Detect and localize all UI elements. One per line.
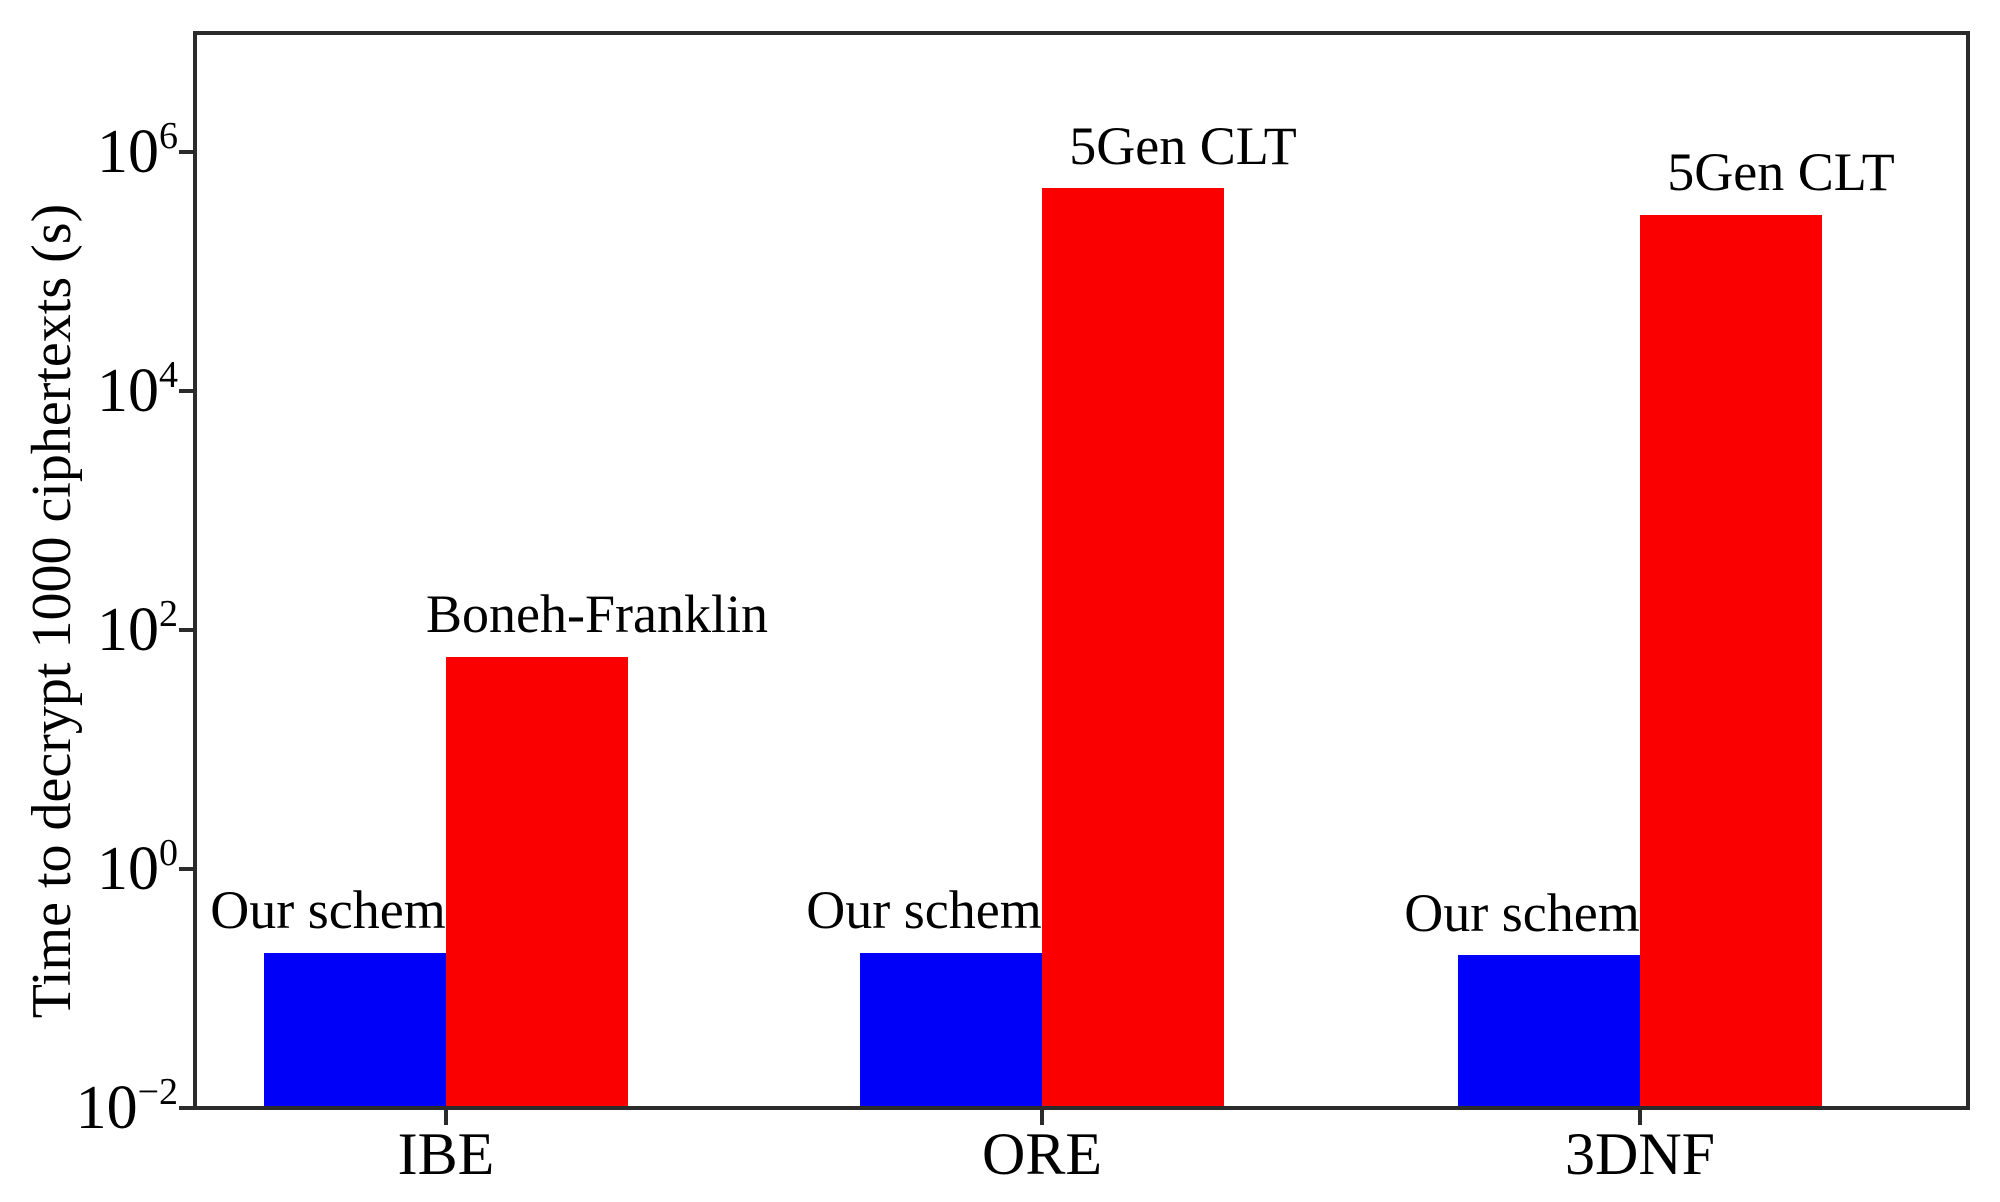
- y-tick: [179, 150, 195, 155]
- bar-label-ibe-0: Our scheme: [210, 879, 470, 940]
- x-tick-label-ibe: IBE: [397, 1121, 495, 1187]
- bar-comparison-ore: [1042, 188, 1224, 1108]
- bar-label-ore-0: Our scheme: [806, 879, 1066, 940]
- bar-comparison-3dnf: [1640, 214, 1822, 1108]
- y-tick-label: 102: [97, 593, 178, 665]
- bar-label-3dnf-1: 5Gen CLT: [1667, 142, 1895, 203]
- bar-our-scheme-ore: [860, 952, 1042, 1108]
- x-tick: [1638, 1110, 1642, 1125]
- bar-label-3dnf-0: Our scheme: [1404, 882, 1664, 943]
- y-tick: [179, 867, 195, 872]
- y-tick-label: 106: [97, 115, 178, 187]
- x-tick: [1040, 1110, 1044, 1125]
- bar-our-scheme-ibe: [264, 952, 446, 1108]
- bar-comparison-ibe: [446, 656, 628, 1108]
- bar-our-scheme-3dnf: [1458, 955, 1640, 1108]
- y-tick: [179, 628, 195, 633]
- bar-label-ore-1: 5Gen CLT: [1069, 115, 1297, 176]
- y-tick: [179, 389, 195, 394]
- x-tick: [444, 1110, 448, 1125]
- y-tick-label: 104: [97, 354, 178, 426]
- y-tick: [179, 1106, 195, 1110]
- y-tick-label: 10−2: [75, 1071, 178, 1142]
- bar-label-ibe-1: Boneh-Franklin: [426, 584, 768, 645]
- y-tick-label: 100: [97, 832, 178, 904]
- x-tick-label-3dnf: 3DNF: [1564, 1121, 1716, 1187]
- x-tick-label-ore: ORE: [982, 1121, 1102, 1187]
